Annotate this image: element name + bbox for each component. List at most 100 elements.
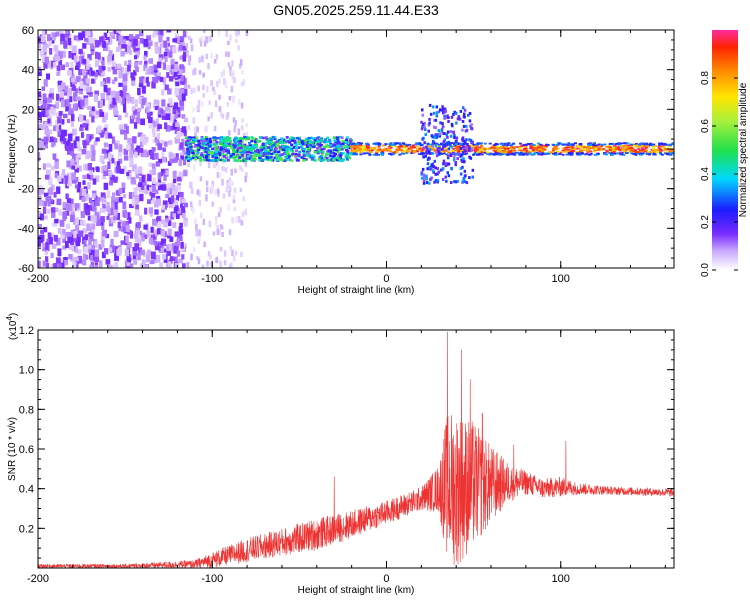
spectrogram-cell — [145, 254, 151, 263]
spectrogram-cell — [179, 88, 185, 95]
spectrogram-cell — [571, 143, 575, 145]
spectrogram-cell — [70, 237, 74, 246]
spectrogram-cell — [132, 251, 138, 256]
spectrogram-cell — [438, 148, 441, 152]
spectrogram-cell — [440, 129, 443, 133]
spectrogram-cell — [214, 153, 218, 156]
y-tick-label: 1.0 — [19, 365, 34, 377]
spectrogram-cell — [230, 144, 234, 148]
y-tick-label: 40 — [22, 65, 34, 77]
spectrogram-cell — [304, 139, 308, 143]
spectrogram-cell — [131, 149, 137, 155]
spectrogram-xlabel: Height of straight line (km) — [298, 285, 415, 296]
spectrogram-cell — [94, 39, 100, 48]
spectrogram-cell — [179, 142, 184, 150]
spectrogram-cell — [402, 150, 406, 153]
spectrogram-cell — [595, 145, 598, 148]
spectrogram-cell — [148, 207, 153, 214]
spectrogram-cell — [614, 148, 618, 150]
spectrogram-cell — [435, 154, 439, 158]
spectrogram-cell — [187, 84, 191, 89]
spectrogram-cell — [455, 121, 458, 125]
spectrogram-cell — [161, 89, 165, 96]
spectrogram-cell — [148, 67, 152, 75]
spectrogram-cell — [135, 40, 140, 49]
spectrogram-cell — [176, 176, 182, 182]
spectrogram-cell — [335, 142, 339, 145]
spectrogram-cell — [352, 153, 356, 156]
spectrogram-cell — [297, 146, 300, 149]
spectrogram-cell — [285, 145, 289, 149]
spectrogram-cell — [630, 147, 634, 149]
spectrogram-cell — [120, 129, 125, 135]
spectrogram-cell — [67, 231, 72, 237]
spectrogram-cell — [271, 159, 275, 162]
spectrogram-cell — [331, 149, 335, 153]
spectrogram-cell — [659, 152, 663, 155]
spectrogram-cell — [142, 139, 147, 145]
spectrogram-cell — [412, 150, 416, 153]
spectrogram-cell — [470, 147, 474, 151]
spectrogram-cell — [226, 112, 230, 118]
spectrogram-cell — [345, 136, 349, 139]
spectrogram-cell — [561, 149, 565, 152]
spectrogram-cell — [50, 165, 55, 171]
spectrogram-cell — [107, 264, 113, 268]
spectrogram-cell — [455, 136, 459, 140]
spectrogram-cell — [522, 144, 526, 146]
spectrogram-cell — [354, 150, 358, 152]
spectrogram-cell — [247, 147, 251, 151]
spectrogram-cell — [47, 34, 51, 42]
spectrogram-cell — [123, 155, 129, 161]
spectrogram-cell — [220, 72, 223, 78]
spectrogram-cell — [446, 162, 449, 166]
spectrogram-cell — [74, 217, 79, 225]
spectrogram-cell — [226, 148, 230, 151]
spectrogram-cell — [126, 264, 130, 268]
spectrogram-cell — [436, 172, 439, 176]
spectrogram-cell — [161, 115, 167, 120]
spectrogram-cell — [416, 150, 419, 153]
spectrogram-cell — [552, 151, 555, 154]
spectrogram-cell — [59, 96, 64, 102]
spectrogram-cell — [168, 220, 172, 227]
spectrogram-cell — [471, 175, 474, 179]
spectrogram-cell — [643, 149, 647, 152]
spectrogram-cell — [442, 144, 445, 148]
spectrogram-cell — [48, 177, 53, 186]
spectrogram-cell — [105, 201, 110, 210]
spectrogram-cell — [77, 255, 83, 264]
spectrogram-cell — [63, 138, 67, 144]
spectrogram-cell — [456, 179, 459, 183]
spectrogram-cell — [229, 34, 232, 41]
spectrogram-cell — [222, 159, 225, 164]
spectrogram-cell — [544, 145, 548, 148]
spectrogram-cell — [463, 112, 466, 116]
spectrogram-cell — [153, 120, 157, 128]
spectrogram-cell — [93, 140, 98, 146]
spectrogram-cell — [372, 142, 376, 145]
spectrogram-cell — [552, 147, 556, 150]
spectrogram-cell — [76, 234, 80, 242]
spectrogram-cell — [233, 128, 236, 133]
spectrogram-cell — [348, 156, 351, 160]
spectrogram-cell — [127, 137, 132, 144]
spectrogram-cell — [162, 62, 166, 70]
spectrogram-cell — [272, 152, 275, 155]
spectrogram-cell — [434, 126, 437, 130]
spectrogram-cell — [158, 34, 163, 43]
spectrogram-cell — [309, 136, 313, 140]
spectrogram-cell — [363, 146, 367, 149]
spectrogram-cell — [212, 143, 216, 146]
spectrogram-cell — [191, 188, 194, 194]
spectrogram-cell — [190, 201, 193, 208]
spectrogram-cell — [86, 58, 90, 66]
spectrogram-cell — [255, 149, 259, 153]
spectrogram-cell — [84, 123, 89, 131]
spectrogram-cell — [302, 157, 306, 160]
spectrogram-cell — [295, 136, 299, 140]
spectrogram-cell — [374, 143, 378, 146]
spectrogram-cell — [114, 77, 118, 82]
spectrogram-cell — [185, 143, 189, 146]
spectrogram-cell — [91, 106, 95, 112]
